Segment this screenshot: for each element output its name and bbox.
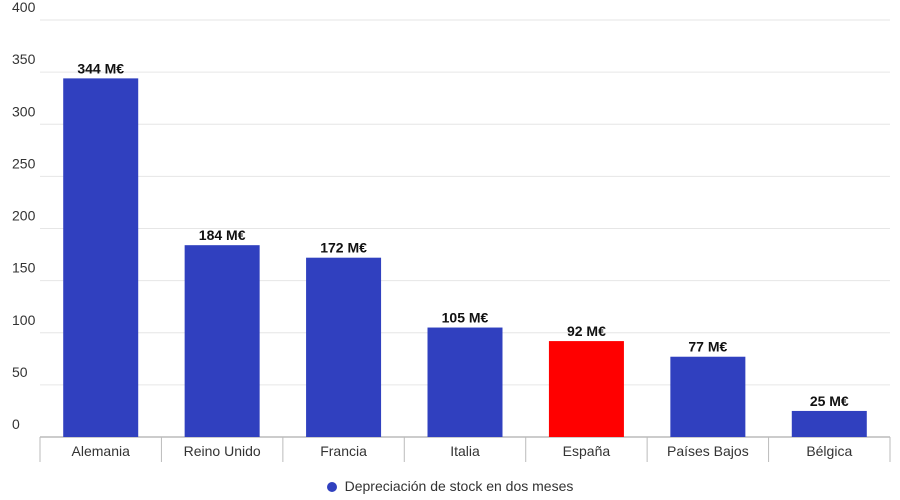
bar-0	[63, 78, 139, 437]
data-label: 172 M€	[320, 240, 367, 256]
x-tick-label: Italia	[450, 443, 480, 459]
data-label: 92 M€	[567, 323, 606, 339]
y-tick-label: 100	[12, 312, 36, 328]
legend: Depreciación de stock en dos meses	[0, 478, 900, 494]
x-tick-label: Alemania	[72, 443, 131, 459]
legend-marker-icon	[326, 482, 337, 492]
y-tick-label: 50	[12, 364, 28, 380]
x-tick-label: España	[563, 443, 611, 459]
bar-5	[670, 356, 746, 437]
data-label: 105 M€	[442, 310, 489, 326]
legend-label: Depreciación de stock en dos meses	[344, 478, 574, 494]
y-tick-label: 400	[12, 0, 36, 15]
bar-1	[184, 245, 260, 437]
x-tick-label: Francia	[320, 443, 367, 459]
y-tick-label: 250	[12, 155, 36, 171]
x-tick-label: Países Bajos	[667, 443, 749, 459]
y-tick-label: 300	[12, 103, 36, 119]
data-label: 25 M€	[810, 393, 849, 409]
bar-3	[427, 327, 503, 437]
data-label: 344 M€	[77, 60, 124, 76]
data-label: 77 M€	[688, 339, 727, 355]
bar-4	[548, 341, 624, 437]
data-label: 184 M€	[199, 227, 246, 243]
x-tick-label: Reino Unido	[184, 443, 261, 459]
y-tick-label: 200	[12, 208, 36, 224]
bar-6	[791, 410, 867, 437]
y-tick-label: 350	[12, 51, 36, 67]
x-tick-label: Bélgica	[806, 443, 852, 459]
y-tick-label: 0	[12, 416, 20, 432]
y-tick-label: 150	[12, 260, 36, 276]
bar-2	[306, 257, 382, 437]
